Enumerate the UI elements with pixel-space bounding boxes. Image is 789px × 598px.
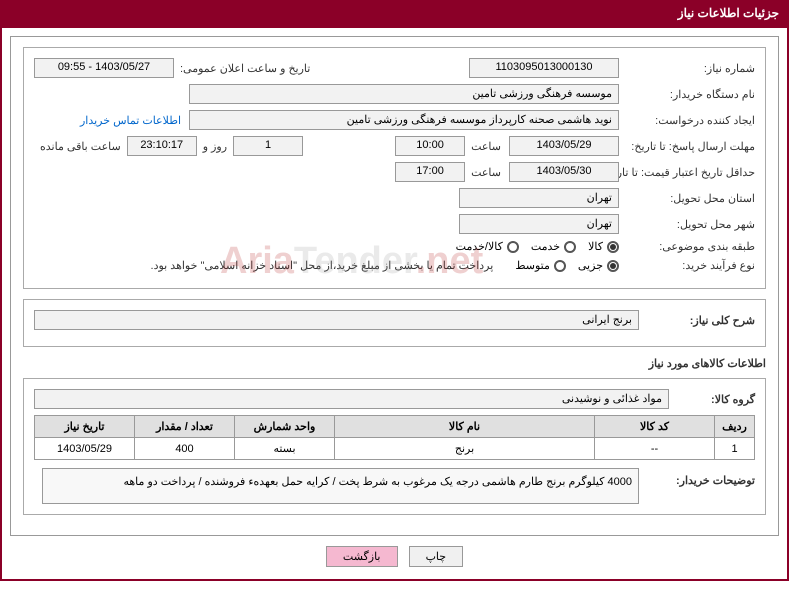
validity-label: حداقل تاریخ اعتبار قیمت: تا تاریخ: (625, 166, 755, 179)
need-number-value: 1103095013000130 (469, 58, 619, 78)
radio-icon (564, 241, 576, 253)
goods-group-value: مواد غذائی و نوشیدنی (34, 389, 669, 409)
cell-name: برنج (335, 438, 595, 460)
col-date: تاریخ نیاز (35, 416, 135, 438)
summary-value: برنج ایرانی (34, 310, 639, 330)
validity-time: 17:00 (395, 162, 465, 182)
col-row: ردیف (715, 416, 755, 438)
need-info-fieldset: شماره نیاز: 1103095013000130 تاریخ و ساع… (23, 47, 766, 289)
province-label: استان محل تحویل: (625, 192, 755, 205)
col-name: نام کالا (335, 416, 595, 438)
requester-value: نوید هاشمی صحنه کارپرداز موسسه فرهنگی ور… (189, 110, 619, 130)
announce-label: تاریخ و ساعت اعلان عمومی: (180, 62, 310, 75)
city-value: تهران (459, 214, 619, 234)
category-radio-service[interactable]: خدمت (531, 240, 576, 253)
back-button[interactable]: بازگشت (326, 546, 398, 567)
cell-row: 1 (715, 438, 755, 460)
deadline-days: 1 (233, 136, 303, 156)
col-code: کد کالا (595, 416, 715, 438)
summary-label: شرح کلی نیاز: (645, 314, 755, 327)
purchase-type-label: نوع فرآیند خرید: (625, 259, 755, 272)
purchase-radio-minor[interactable]: جزیی (578, 259, 619, 272)
announce-value: 1403/05/27 - 09:55 (34, 58, 174, 78)
goods-section-title: اطلاعات کالاهای مورد نیاز (23, 357, 766, 370)
goods-fieldset: گروه کالا: مواد غذائی و نوشیدنی ردیف کد … (23, 378, 766, 515)
deadline-time-label: ساعت (471, 140, 501, 153)
buyer-org-label: نام دستگاه خریدار: (625, 88, 755, 101)
buyer-org-value: موسسه فرهنگی ورزشی تامین (189, 84, 619, 104)
goods-group-label: گروه کالا: (675, 393, 755, 406)
category-radio-goods[interactable]: کالا (588, 240, 619, 253)
deadline-days-label: روز و (203, 140, 227, 153)
need-number-label: شماره نیاز: (625, 62, 755, 75)
category-opt1: خدمت (531, 240, 560, 253)
page-title: جزئیات اطلاعات نیاز (0, 0, 789, 26)
deadline-label: مهلت ارسال پاسخ: تا تاریخ: (625, 140, 755, 153)
buyer-contact-link[interactable]: اطلاعات تماس خریدار (80, 114, 181, 127)
buyer-notes-value: 4000 کیلوگرم برنج طارم هاشمی درجه یک مرغ… (42, 468, 639, 504)
goods-table: ردیف کد کالا نام کالا واحد شمارش تعداد /… (34, 415, 755, 460)
province-value: تهران (459, 188, 619, 208)
radio-icon (554, 260, 566, 272)
purchase-radio-medium[interactable]: متوسط (515, 259, 566, 272)
radio-icon (607, 241, 619, 253)
summary-fieldset: شرح کلی نیاز: برنج ایرانی (23, 299, 766, 347)
print-button[interactable]: چاپ (409, 546, 464, 567)
col-unit: واحد شمارش (235, 416, 335, 438)
radio-icon (607, 260, 619, 272)
deadline-time: 10:00 (395, 136, 465, 156)
buyer-notes-label: توضیحات خریدار: (645, 468, 755, 487)
cell-qty: 400 (135, 438, 235, 460)
city-label: شهر محل تحویل: (625, 218, 755, 231)
table-row: 1 -- برنج بسته 400 1403/05/29 (35, 438, 755, 460)
deadline-remain-label: ساعت باقی مانده (40, 140, 121, 153)
category-opt0: کالا (588, 240, 603, 253)
validity-date: 1403/05/30 (509, 162, 619, 182)
deadline-date: 1403/05/29 (509, 136, 619, 156)
purchase-opt1: متوسط (515, 259, 550, 272)
radio-icon (507, 241, 519, 253)
deadline-remain: 23:10:17 (127, 136, 197, 156)
validity-time-label: ساعت (471, 166, 501, 179)
cell-unit: بسته (235, 438, 335, 460)
cell-code: -- (595, 438, 715, 460)
category-radio-both[interactable]: کالا/خدمت (456, 240, 519, 253)
cell-date: 1403/05/29 (35, 438, 135, 460)
main-container: AriaTender.net شماره نیاز: 1103095013000… (0, 26, 789, 581)
table-header-row: ردیف کد کالا نام کالا واحد شمارش تعداد /… (35, 416, 755, 438)
purchase-note: پرداخت تمام یا بخشی از مبلغ خرید،از محل … (151, 259, 494, 272)
purchase-opt0: جزیی (578, 259, 603, 272)
category-opt2: کالا/خدمت (456, 240, 503, 253)
category-label: طبقه بندی موضوعی: (625, 240, 755, 253)
requester-label: ایجاد کننده درخواست: (625, 114, 755, 127)
col-qty: تعداد / مقدار (135, 416, 235, 438)
